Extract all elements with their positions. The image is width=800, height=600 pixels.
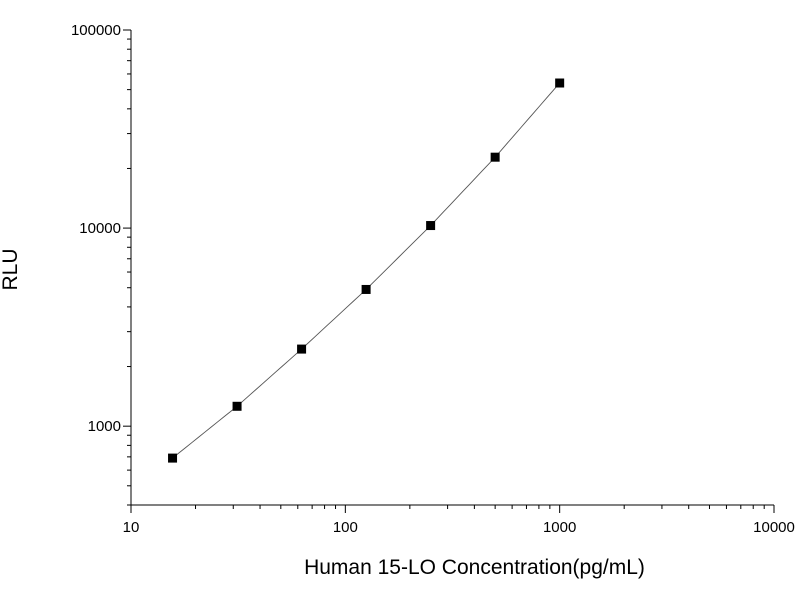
x-axis-title: Human 15-LO Concentration(pg/mL) [304, 556, 645, 579]
axes: 10 100 1000 10000 1000 10000 100000 [71, 22, 795, 536]
x-tick-label: 10000 [753, 519, 795, 536]
y-tick-label: 1000 [88, 418, 121, 435]
y-tick-label: 10000 [79, 220, 121, 237]
data-points [168, 78, 565, 463]
data-point [361, 284, 371, 294]
y-tick-label: 100000 [71, 22, 121, 39]
data-point [168, 453, 178, 463]
x-tick-label: 10 [123, 519, 140, 536]
data-point [555, 78, 565, 88]
data-point [232, 401, 242, 411]
data-point [297, 344, 307, 354]
y-axis-title: RLU [0, 248, 22, 290]
fit-curve-layer [172, 82, 561, 459]
fit-curve [172, 82, 561, 459]
data-point [490, 152, 500, 162]
x-tick-label: 100 [333, 519, 358, 536]
data-point [426, 221, 436, 231]
x-tick-label: 1000 [543, 519, 576, 536]
